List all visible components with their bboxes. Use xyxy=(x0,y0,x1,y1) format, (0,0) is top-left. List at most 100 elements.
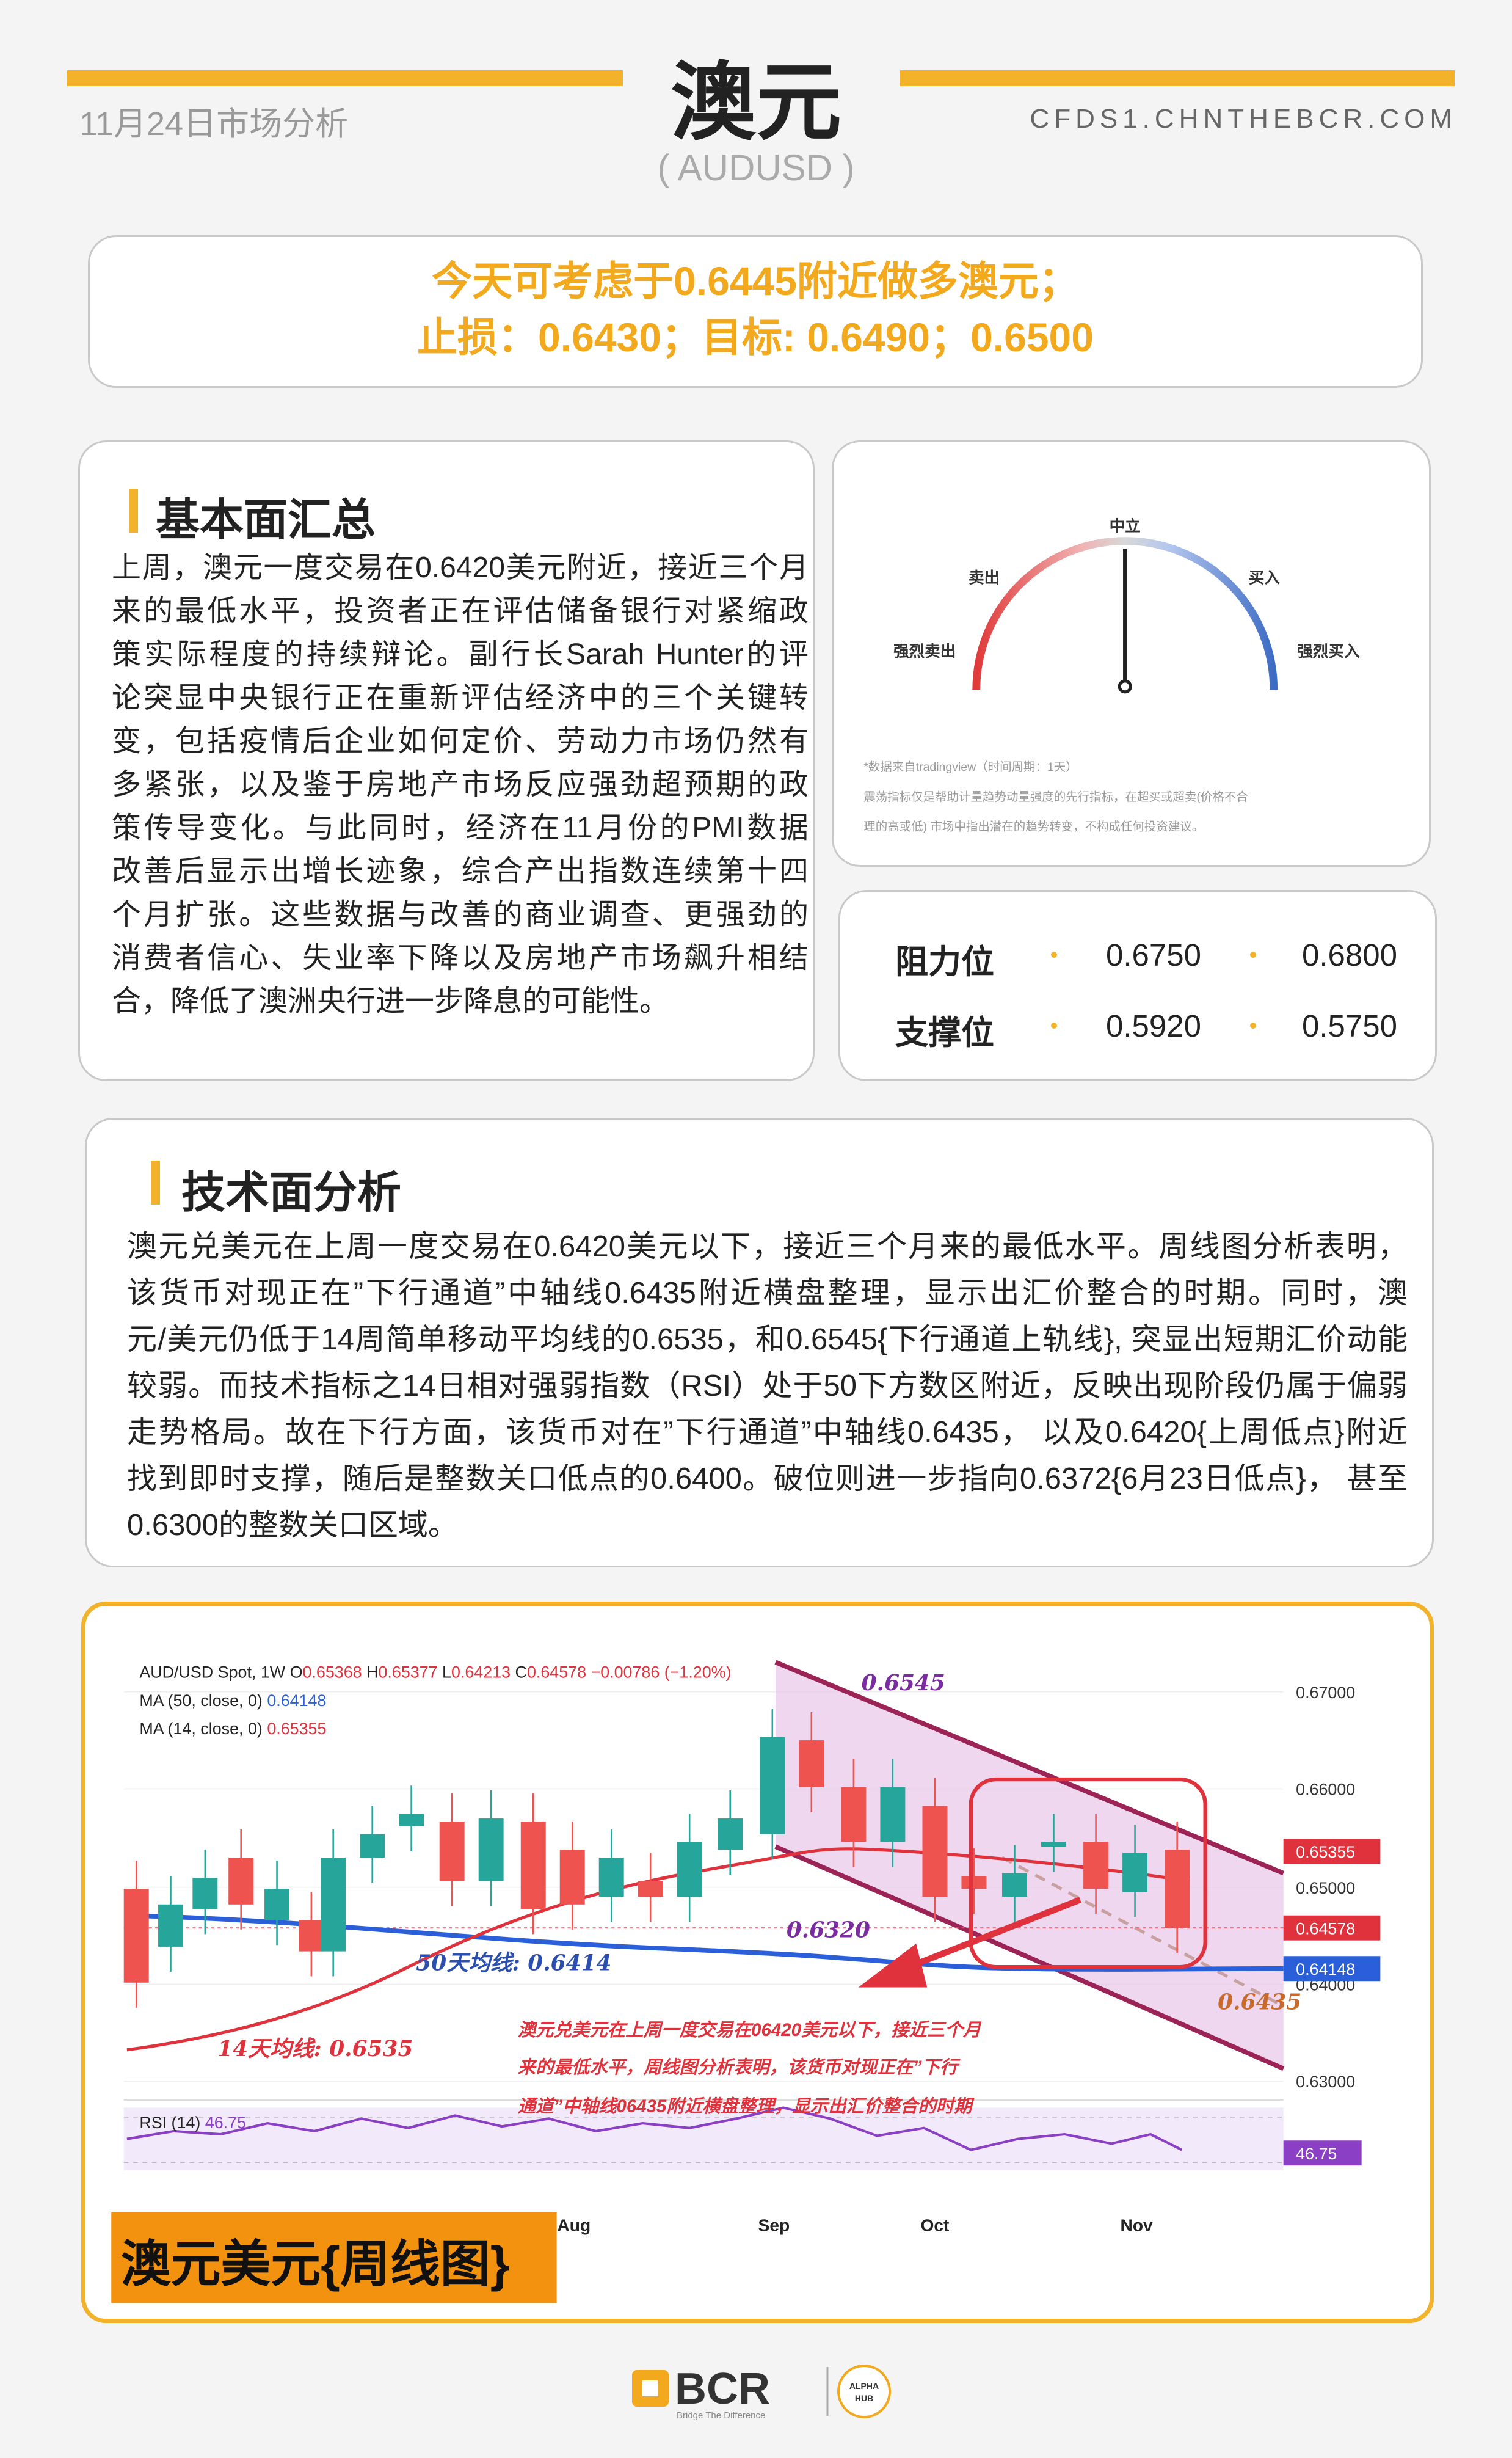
rsi-label: RSI (14) xyxy=(139,2113,200,2132)
text-line: 改善后显示出增长迹象，综合产出指数连续第十四 xyxy=(112,855,809,888)
text-line: 元/美元仍低于14周简单移动平均线的0.6535，和0.6545{下行通道上轨线… xyxy=(127,1323,1408,1356)
ohlc-label: O xyxy=(290,1663,303,1682)
badge xyxy=(837,2365,891,2418)
level-value: 0.5750 xyxy=(1302,1008,1397,1043)
ohlc-value: 0.64578 xyxy=(527,1663,586,1682)
candle-body xyxy=(158,1904,183,1947)
title: 澳元 xyxy=(670,54,841,150)
symbol: AUD/USD Spot, 1W xyxy=(139,1663,285,1682)
note: 14天均线: 0.6535 xyxy=(217,2036,413,2062)
text-line: 来的最低水平，投资者正在评估储备银行对紧缩政 xyxy=(112,595,809,627)
paragraph: 上周，澳元一度交易在0.6420美元附近，接近三个月 来的最低水平，投资者正在评估… xyxy=(112,546,809,1023)
level-dot xyxy=(1250,952,1256,958)
heading: 技术面分析 xyxy=(181,1169,402,1217)
price-tag-label: 0.64578 xyxy=(1296,1919,1355,1938)
level-dot xyxy=(1051,952,1057,958)
technical-box: 技术面分析 澳元兑美元在上周一度交易在0.6420美元以下，接近三个月来的最低水… xyxy=(85,1118,1434,1567)
gauge-arc xyxy=(972,537,1278,690)
header-bar xyxy=(900,70,1455,86)
candle-body xyxy=(192,1878,218,1909)
candle-body xyxy=(880,1787,906,1842)
note: 理的高或低) 市场中指出潜在的趋势转变，不构成任何投资建议。 xyxy=(863,820,1204,834)
price-tag xyxy=(1283,1956,1381,1982)
candle-body xyxy=(1165,1850,1190,1928)
text-line: 策实际程度的持续辩论。副行长Sarah Hunter的评 xyxy=(112,638,809,671)
candle-body xyxy=(478,1818,504,1881)
level-value: 0.6750 xyxy=(1106,938,1201,972)
tagline: Bridge The Difference xyxy=(677,2410,765,2421)
recommendation-line: 止损：0.6430；目标: 0.6490；0.6500 xyxy=(417,315,1094,360)
text-line: 消费者信心、失业率下降以及房地产市场飙升相结 xyxy=(112,942,809,974)
website: CFDS1.CHNTHEBCR.COM xyxy=(1030,104,1457,134)
price-label: 0.67000 xyxy=(1296,1683,1355,1702)
ohlc-label: L xyxy=(442,1663,451,1682)
text-line: 合，降低了澳洲央行进一步降息的可能性。 xyxy=(112,985,669,1018)
chart-box: AUD/USD Spot, 1W O0.65368 H0.65377 L0.64… xyxy=(81,1602,1434,2323)
text-line: 该货币对现正在”下行通道”中轴线0.6435附近横盘整理，显示出汇价整合的时期。… xyxy=(127,1277,1408,1310)
price-tag-label: 0.65355 xyxy=(1296,1843,1355,1861)
svg-text:MA (14, close, 0) 0.65355: MA (14, close, 0) 0.65355 xyxy=(139,1720,326,1738)
ma50-line xyxy=(126,1913,1284,1972)
subtitle: ( AUDUSD ) xyxy=(657,147,855,188)
candle-body xyxy=(228,1858,254,1905)
candle-body xyxy=(299,1920,324,1952)
gauge-label: 卖出 xyxy=(969,569,1000,587)
price-label: 0.65000 xyxy=(1296,1879,1355,1897)
annotation: 来的最低水平，周线图分析表明，该货币对现正在”下行 xyxy=(518,2057,961,2077)
candle-body xyxy=(677,1842,702,1897)
rsi-line xyxy=(126,2106,1183,2151)
channel-upper xyxy=(774,1660,1285,1876)
price-tag-label: 46.75 xyxy=(1296,2145,1337,2163)
arrow xyxy=(899,1897,1081,1974)
month-label: Nov xyxy=(1121,2216,1154,2235)
caption: 澳元美元{周线图} xyxy=(121,2237,510,2292)
fundamentals-box: 基本面汇总 上周，澳元一度交易在0.6420美元附近，接近三个月 来的最低水平，投… xyxy=(78,440,815,1081)
gauge-label: 强烈卖出 xyxy=(893,643,956,660)
text-line: 走势格局。故在下行方面，该货币对在”下行通道”中轴线0.6435， 以及0.64… xyxy=(127,1416,1408,1449)
candle-body xyxy=(1083,1842,1109,1889)
footer-logo: BCR Bridge The Difference ALPHA HUB xyxy=(632,2365,891,2421)
channel-mid xyxy=(1001,1856,1284,2008)
ohlc-label: H xyxy=(366,1663,378,1682)
gauge-label: 强烈买入 xyxy=(1297,643,1360,660)
level-dot xyxy=(1250,1023,1256,1029)
note: 0.6320 xyxy=(787,1917,870,1943)
note: *数据来自tradingview（时间周期：1天） xyxy=(863,760,1078,774)
badge-text: ALPHA xyxy=(849,2381,879,2391)
price-tag xyxy=(1283,2140,1362,2166)
month-label: Sep xyxy=(758,2216,790,2235)
ma-label: MA (14, close, 0) xyxy=(139,1720,263,1738)
text-line: 论突显中央银行正在重新评估经济中的三个关键转 xyxy=(112,682,809,714)
text-line: 多紧张，以及鉴于房地产市场反应强劲超预期的政 xyxy=(112,768,809,801)
candle-body xyxy=(264,1889,290,1920)
level-value: 0.6800 xyxy=(1302,938,1397,972)
ohlc-value: 0.65368 xyxy=(303,1663,362,1682)
ma-label: MA (50, close, 0) xyxy=(139,1691,263,1710)
text-line: 较弱。而技术指标之14日相对强弱指数（RSI）处于50下方数区附近，反映出现阶段… xyxy=(127,1369,1408,1402)
heading-bar xyxy=(151,1161,160,1205)
candle-body xyxy=(439,1822,465,1881)
candle-body xyxy=(1002,1873,1027,1897)
level-value: 0.5920 xyxy=(1106,1008,1201,1043)
text-line: 变，包括疫情后企业如何定价、劳动力市场仍然有 xyxy=(112,725,809,757)
arrow-head xyxy=(858,1943,928,1988)
ma-value: 0.65355 xyxy=(267,1720,326,1738)
annotation: 通道”中轴线06435附近横盘整理，显示出汇价整合的时期 xyxy=(518,2096,975,2117)
month-label: Aug xyxy=(557,2216,591,2235)
price-label: 0.63000 xyxy=(1296,2073,1355,2091)
level-label: 阻力位 xyxy=(895,944,994,980)
candle-body xyxy=(961,1876,987,1889)
gauge: 中立 卖出 买入 强烈卖出 强烈买入 *数据来自tradingview（时间周期… xyxy=(863,517,1360,834)
date: 11月24日市场分析 xyxy=(79,106,349,142)
channel-lower xyxy=(774,1844,1285,2071)
candle-body xyxy=(841,1787,867,1842)
price-tag xyxy=(1283,1915,1381,1941)
candle-body xyxy=(520,1822,546,1909)
text-line: 上周，澳元一度交易在0.6420美元附近，接近三个月 xyxy=(112,552,809,584)
needle-hub xyxy=(1118,679,1132,694)
text-line: 个月扩张。这些数据与改善的商业调查、更强劲的 xyxy=(112,899,809,931)
note: 震荡指标仅是帮助计量趋势动量强度的先行指标，在超买或超卖(价格不合 xyxy=(863,790,1248,804)
heading: 基本面汇总 xyxy=(156,496,376,545)
candle-body xyxy=(799,1740,824,1787)
text-line: 策传导变化。与此同时，经济在11月份的PMI数据 xyxy=(112,812,809,844)
